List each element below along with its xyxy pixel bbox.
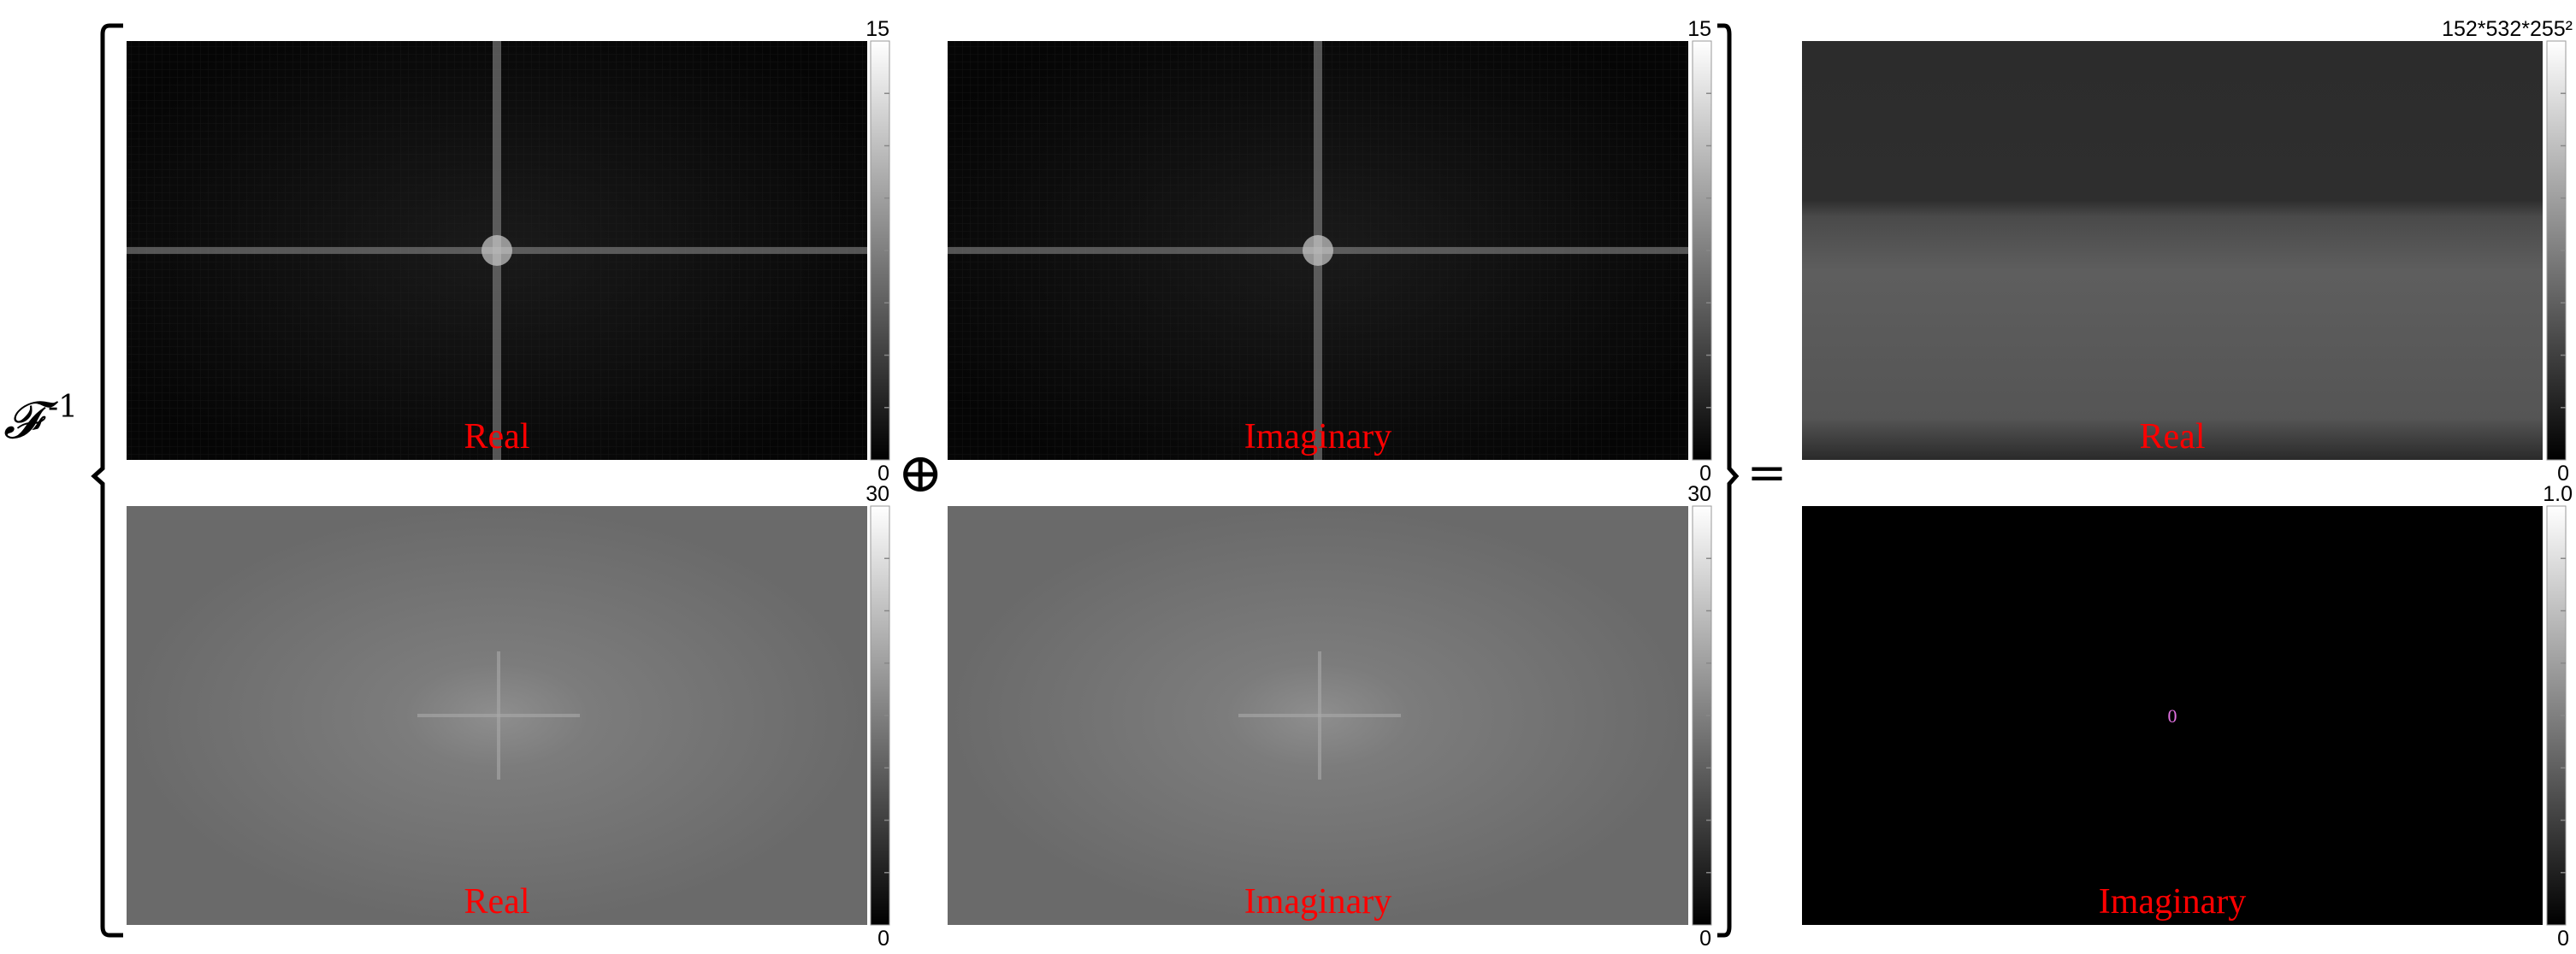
panel-label: Imaginary	[1244, 882, 1392, 922]
panel-label: Imaginary	[1244, 417, 1392, 456]
colorbar-max: 1.0	[2543, 482, 2573, 506]
plus-symbol: ⊕	[897, 442, 943, 505]
figure: 𝓕 -1 ⊕ = Real150Imaginary150Real152*532*…	[0, 0, 2576, 954]
noise-v-line	[1318, 651, 1321, 780]
colorbar-max: 30	[1687, 482, 1711, 506]
colorbar-min: 0	[1699, 927, 1711, 951]
panel: Imaginary 1.0 0	[1802, 482, 2573, 951]
panel-label: Real	[464, 882, 530, 922]
equals-symbol: =	[1747, 445, 1787, 501]
reconstruction-image	[1802, 41, 2543, 460]
noise-v-line	[497, 651, 500, 780]
panel-label: Real	[464, 417, 530, 456]
left-bracket	[94, 26, 123, 935]
center-value: 0	[2168, 705, 2177, 727]
panel-label: Real	[2140, 417, 2206, 456]
panel: Real 30 0	[127, 482, 889, 951]
panel-label: Imaginary	[2099, 882, 2247, 922]
right-bracket	[1717, 26, 1736, 935]
operator-exponent: -1	[48, 390, 78, 425]
colorbar-max: 152*532*255²	[2442, 17, 2573, 41]
spectrum-center	[482, 235, 512, 266]
panel: Imaginary 30 0	[948, 482, 1711, 951]
colorbar-max: 15	[866, 17, 889, 41]
colorbar-min: 0	[877, 927, 889, 951]
colorbar-min: 0	[2557, 927, 2569, 951]
colorbar-max: 30	[866, 482, 889, 506]
colorbar-max: 15	[1687, 17, 1711, 41]
page: {"operator": "𝓕", "operator_exponent": "…	[0, 0, 2576, 954]
spectrum-center	[1303, 235, 1333, 266]
